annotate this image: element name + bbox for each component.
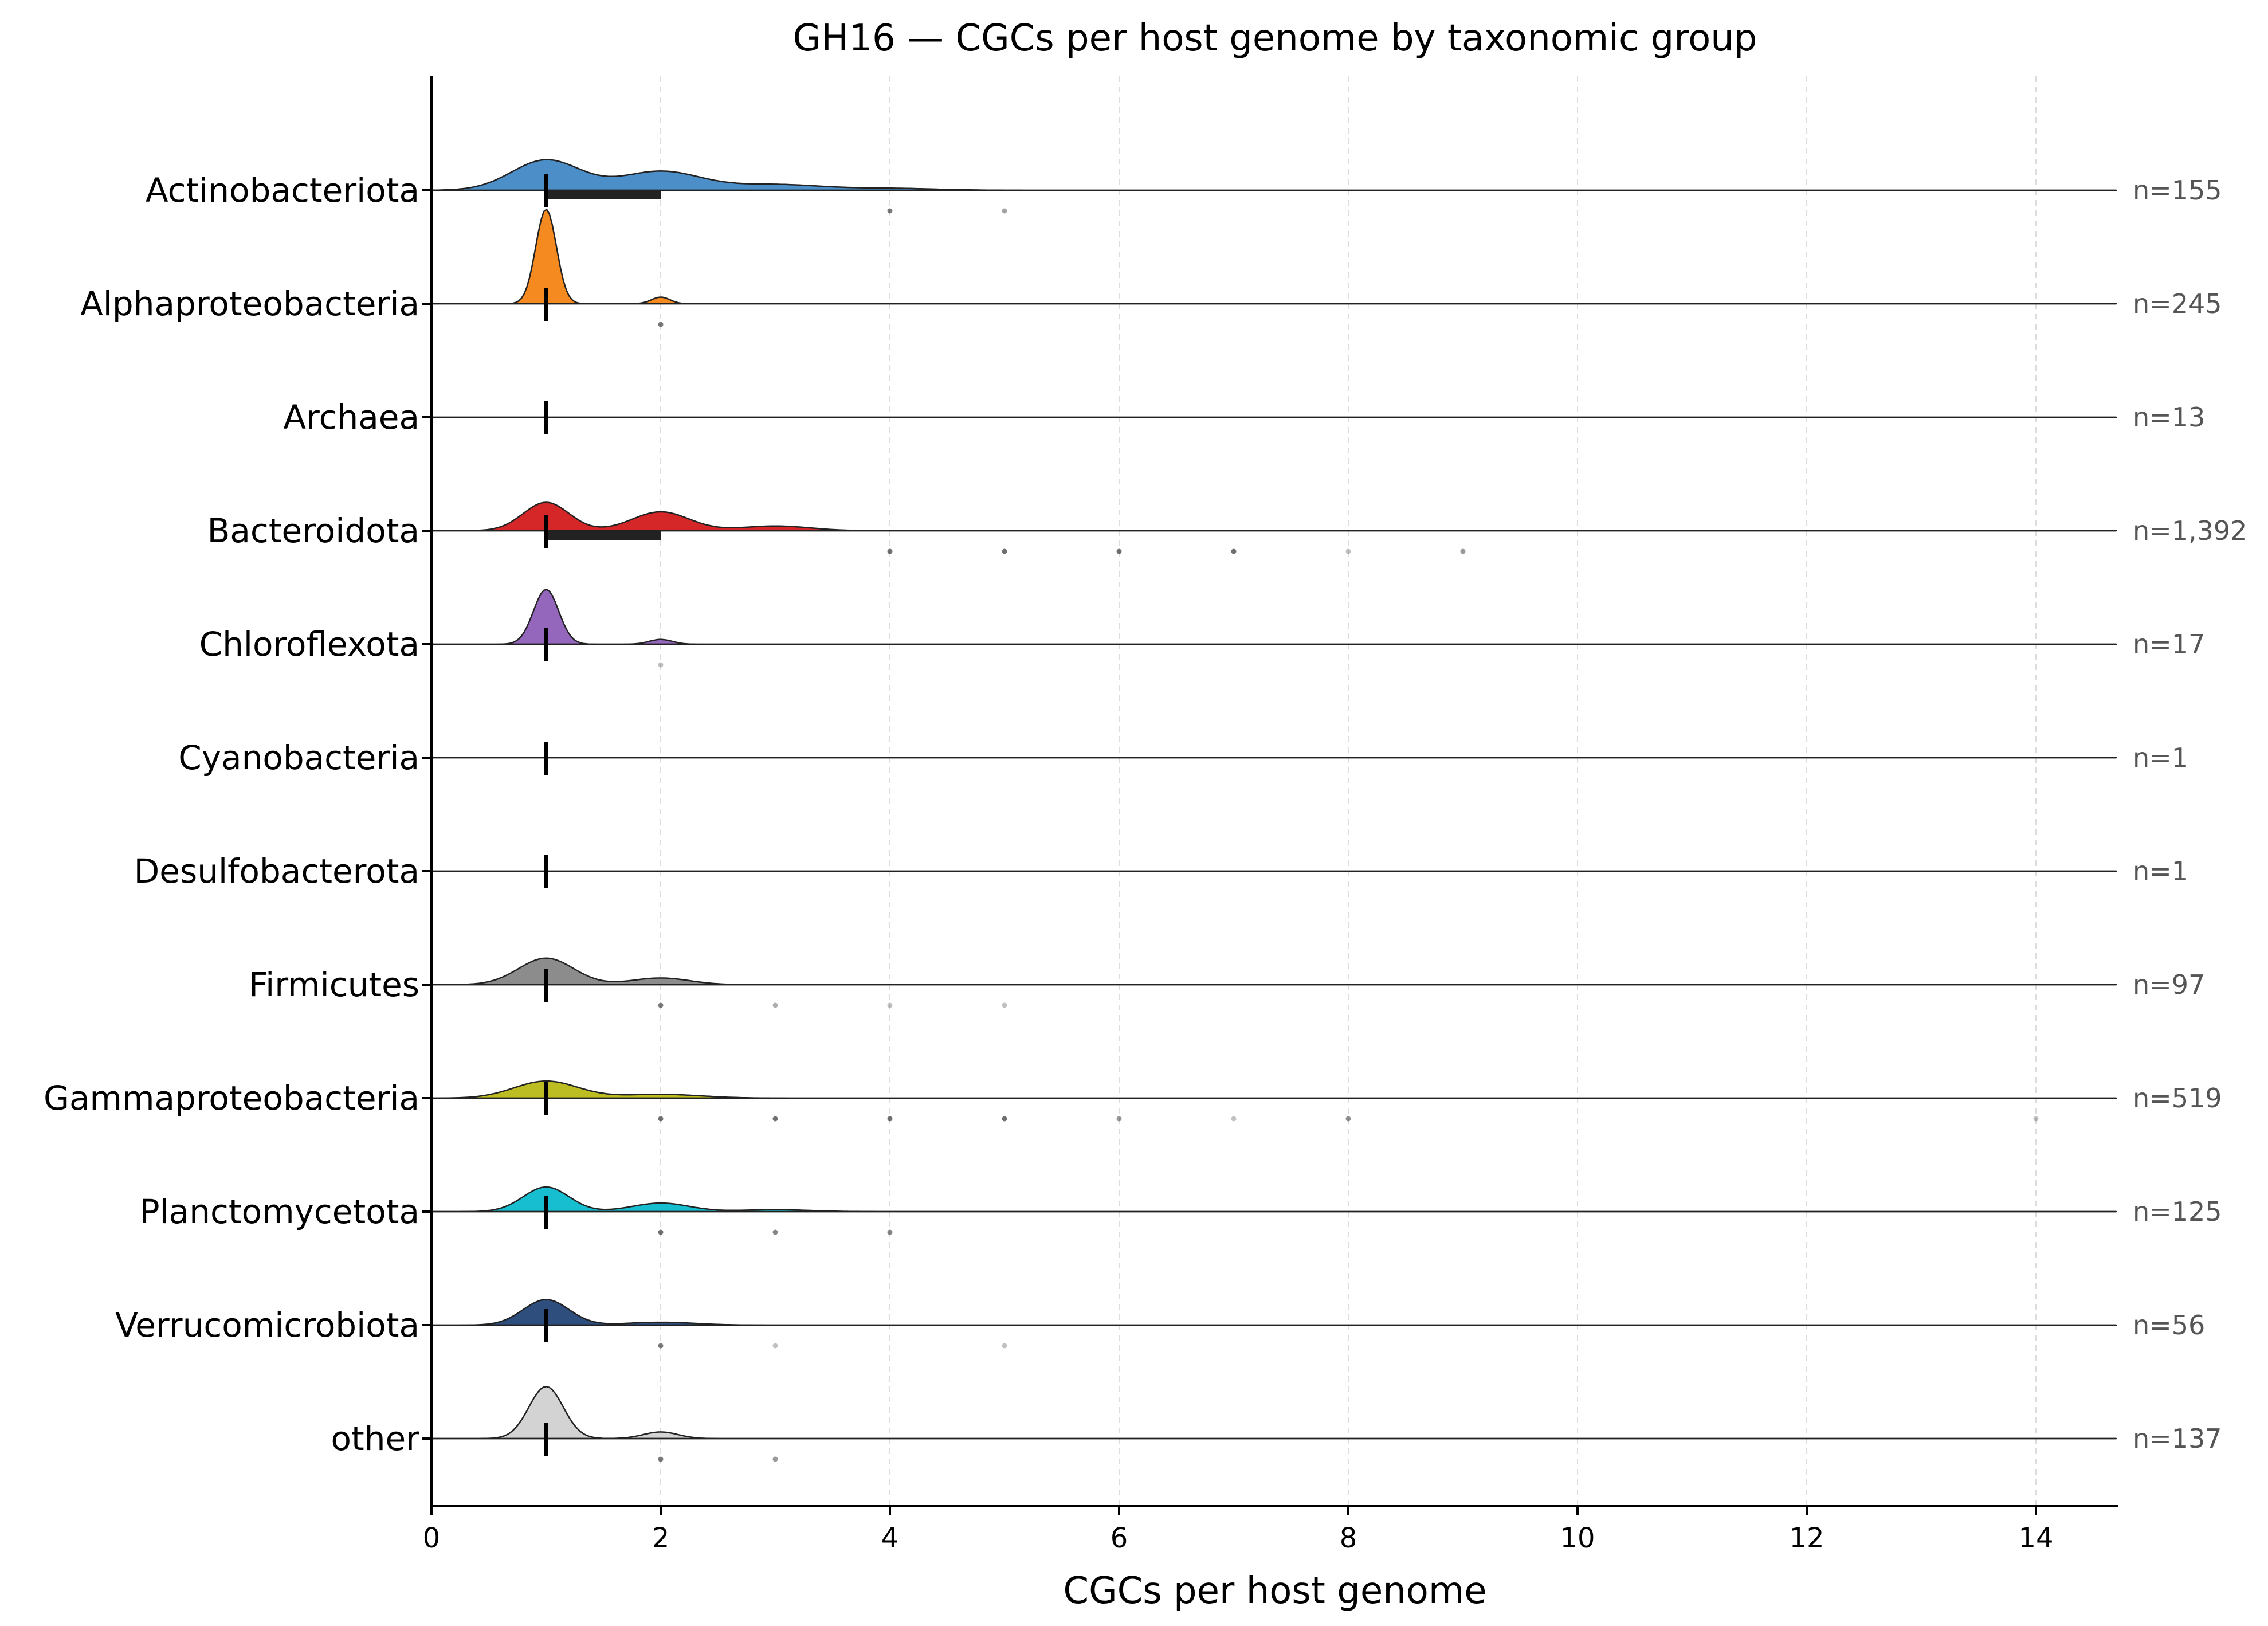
category-label: Firmicutes [249, 965, 419, 1004]
outlier-point [658, 662, 664, 668]
outlier-point [1460, 548, 1466, 554]
outlier-point [1345, 548, 1351, 554]
sample-size-label: n=97 [2133, 969, 2205, 1000]
x-tick-label: 6 [1111, 1522, 1128, 1554]
category-label: Gammaproteobacteria [44, 1079, 419, 1118]
outlier-point [658, 1116, 664, 1122]
ridge-row: other n=137 [331, 1386, 2222, 1462]
outlier-point [1002, 1002, 1007, 1008]
outlier-point [1231, 1116, 1237, 1122]
outlier-point [887, 1002, 893, 1008]
outlier-point [1345, 1116, 1351, 1122]
ridges: Actinobacteriota n=155Alphaproteobacteria… [44, 159, 2247, 1462]
outlier-point [658, 322, 664, 327]
category-label: Verrucomicrobiota [115, 1306, 419, 1345]
ridge-row: Alphaproteobacteria n=245 [80, 208, 2222, 327]
sample-size-label: n=1 [2133, 742, 2188, 773]
outlier-point [887, 208, 893, 214]
sample-size-label: n=125 [2133, 1196, 2222, 1227]
sample-size-label: n=17 [2133, 629, 2205, 660]
outlier-point [1231, 548, 1237, 554]
category-label: Archaea [283, 398, 419, 437]
density-curve [430, 1386, 2117, 1440]
density-curve [430, 1080, 2117, 1099]
ridge-row: Planctomycetota n=125 [140, 1186, 2222, 1235]
outlier-point [658, 1343, 664, 1349]
x-tick-label: 2 [652, 1522, 670, 1554]
outlier-point [772, 1456, 778, 1462]
density-curve [430, 957, 2117, 986]
axes [430, 76, 2118, 1507]
chart-title: GH16 — CGCs per host genome by taxonomic… [793, 17, 1757, 60]
density-curve [430, 501, 2117, 532]
ridge-row: Gammaproteobacteria n=519 [44, 1079, 2222, 1122]
density-curve [430, 208, 2117, 305]
outlier-point [887, 1116, 893, 1122]
outlier-point [1116, 1116, 1122, 1122]
ridge-row: Chloroflexota n=17 [199, 589, 2205, 668]
outlier-point [1116, 548, 1122, 554]
ridge-row: Firmicutes n=97 [249, 957, 2205, 1008]
ridge-row: Desulfobacterota n=1 [134, 852, 2188, 891]
sample-size-label: n=13 [2133, 402, 2205, 433]
category-label: Alphaproteobacteria [80, 284, 419, 323]
outlier-point [772, 1343, 778, 1349]
category-label: Bacteroidota [207, 511, 419, 550]
x-tick-label: 12 [1789, 1522, 1824, 1554]
ridge-row: Verrucomicrobiota n=56 [115, 1299, 2205, 1349]
outlier-point [1002, 548, 1007, 554]
ridge-row: Cyanobacteria n=1 [178, 738, 2188, 777]
outlier-point [658, 1002, 664, 1008]
outlier-point [1002, 1343, 1007, 1349]
x-tick-label: 8 [1340, 1522, 1357, 1554]
category-label: Cyanobacteria [178, 738, 419, 777]
outlier-point [887, 1229, 893, 1235]
density-curve [430, 1299, 2117, 1326]
category-label: Desulfobacterota [134, 852, 419, 891]
outlier-point [1002, 1116, 1007, 1122]
outlier-point [1002, 208, 1007, 214]
x-axis-label: CGCs per host genome [1063, 1570, 1486, 1612]
sample-size-label: n=519 [2133, 1083, 2222, 1114]
sample-size-label: n=1,392 [2133, 515, 2247, 546]
x-ticks: 0 2 4 6 8 10 12 14 [423, 1506, 2054, 1554]
sample-size-label: n=1 [2133, 856, 2188, 887]
outlier-point [772, 1229, 778, 1235]
x-tick-label: 0 [423, 1522, 441, 1554]
grid-lines [660, 76, 2037, 1506]
x-tick-label: 4 [881, 1522, 899, 1554]
outlier-point [658, 1456, 664, 1462]
ridge-row: Actinobacteriota n=155 [146, 159, 2222, 214]
outlier-point [772, 1002, 778, 1008]
category-label: Chloroflexota [199, 625, 419, 664]
sample-size-label: n=56 [2133, 1310, 2205, 1341]
category-label: Planctomycetota [140, 1192, 419, 1231]
category-label: other [331, 1419, 419, 1458]
sample-size-label: n=245 [2133, 288, 2222, 319]
sample-size-label: n=137 [2133, 1423, 2222, 1454]
density-curve [430, 1186, 2117, 1213]
density-curve [430, 159, 2117, 191]
density-curve [430, 589, 2117, 645]
iqr-bar [546, 531, 661, 540]
outlier-point [658, 1229, 664, 1235]
sample-size-label: n=155 [2133, 175, 2222, 206]
outlier-point [2033, 1116, 2039, 1122]
outlier-point [772, 1116, 778, 1122]
category-label: Actinobacteriota [146, 171, 419, 210]
ridge-row: Bacteroidota n=1,392 [207, 501, 2247, 554]
iqr-bar [546, 190, 661, 199]
x-tick-label: 10 [1560, 1522, 1595, 1554]
x-tick-label: 14 [2018, 1522, 2053, 1554]
ridge-row: Archaea n=13 [283, 398, 2205, 437]
outlier-point [887, 548, 893, 554]
